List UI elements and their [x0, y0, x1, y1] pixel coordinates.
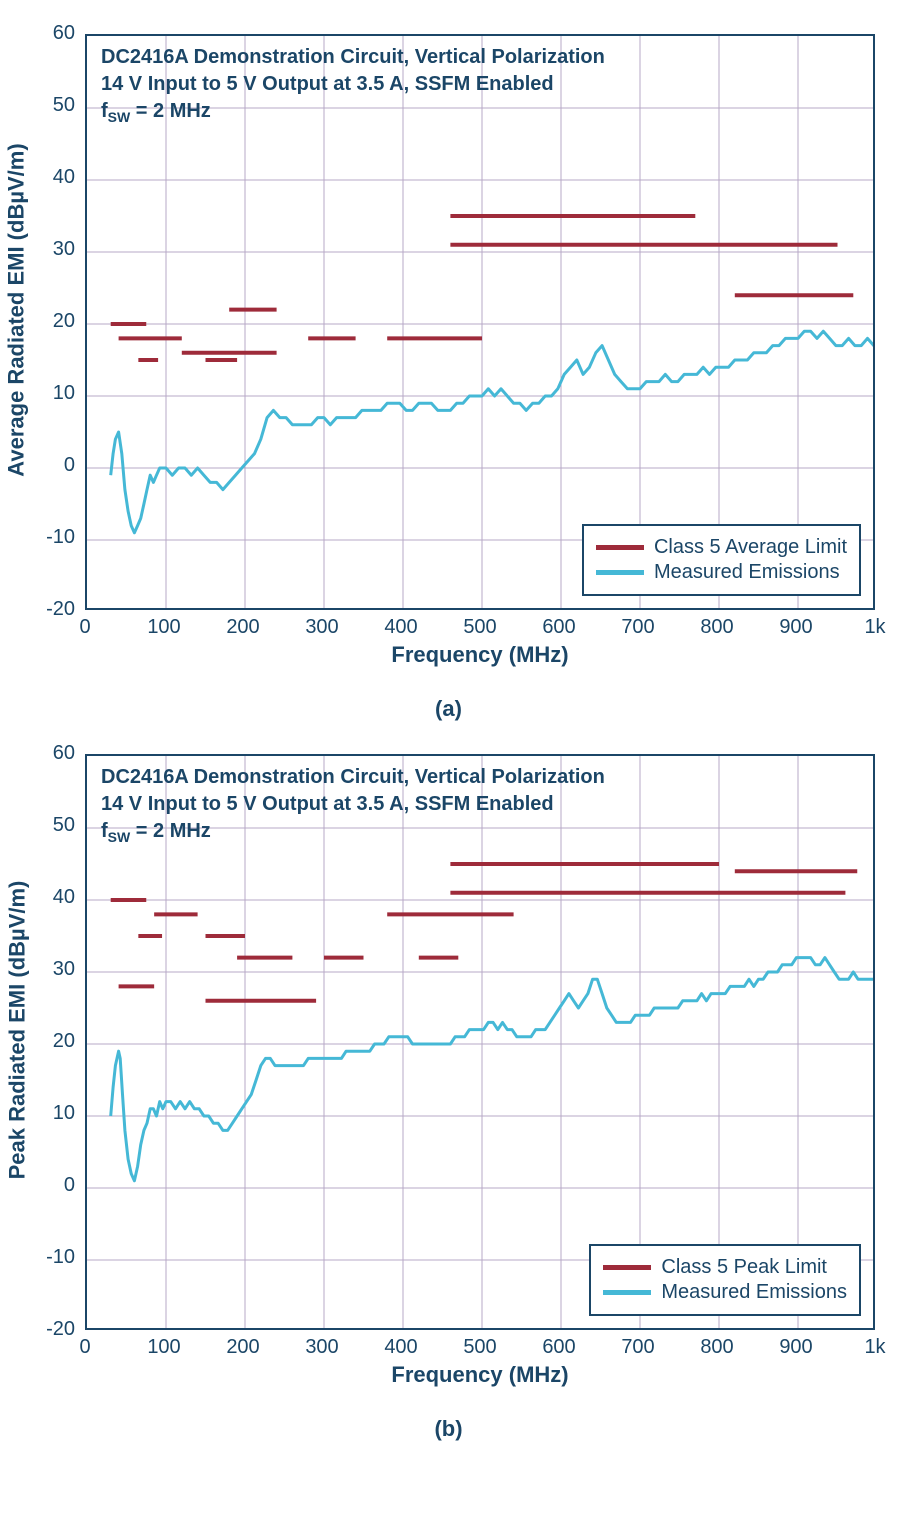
y-tick-label: 30: [25, 958, 75, 981]
y-tick-label: 10: [25, 382, 75, 405]
y-tick-label: 60: [25, 742, 75, 765]
plot-area: DC2416A Demonstration Circuit, Vertical …: [85, 34, 875, 610]
x-tick-label: 700: [618, 1336, 658, 1359]
plot-area: DC2416A Demonstration Circuit, Vertical …: [85, 754, 875, 1330]
x-tick-label: 100: [144, 1336, 184, 1359]
legend-label: Measured Emissions: [661, 1281, 847, 1304]
x-tick-label: 900: [776, 616, 816, 639]
y-tick-label: 30: [25, 238, 75, 261]
subcaption: (b): [0, 1416, 897, 1442]
subcaption: (a): [0, 696, 897, 722]
y-tick-label: 40: [25, 166, 75, 189]
legend-item: Class 5 Average Limit: [596, 536, 847, 559]
x-tick-label: 900: [776, 1336, 816, 1359]
x-axis-title: Frequency (MHz): [85, 642, 875, 668]
y-tick-label: 50: [25, 814, 75, 837]
x-tick-label: 500: [460, 1336, 500, 1359]
plot-box: DC2416A Demonstration Circuit, Vertical …: [85, 754, 875, 1330]
y-tick-label: -10: [25, 526, 75, 549]
x-tick-label: 100: [144, 616, 184, 639]
legend-item: Measured Emissions: [596, 561, 847, 584]
y-tick-label: 10: [25, 1102, 75, 1125]
x-tick-label: 600: [539, 1336, 579, 1359]
x-tick-label: 200: [223, 1336, 263, 1359]
chart-panel-b: Peak Radiated EMI (dBµV/m)DC2416A Demons…: [0, 730, 897, 1450]
x-tick-label: 800: [697, 1336, 737, 1359]
chart-annotation: DC2416A Demonstration Circuit, Vertical …: [101, 764, 605, 847]
x-tick-label: 700: [618, 616, 658, 639]
y-tick-label: 0: [25, 1174, 75, 1197]
legend-label: Measured Emissions: [654, 561, 840, 584]
y-tick-label: 60: [25, 22, 75, 45]
y-tick-label: 20: [25, 310, 75, 333]
y-tick-label: -10: [25, 1246, 75, 1269]
x-tick-label: 300: [302, 616, 342, 639]
chart-annotation: DC2416A Demonstration Circuit, Vertical …: [101, 44, 605, 127]
legend-label: Class 5 Peak Limit: [661, 1256, 827, 1279]
x-axis-title: Frequency (MHz): [85, 1362, 875, 1388]
x-tick-label: 800: [697, 616, 737, 639]
legend-label: Class 5 Average Limit: [654, 536, 847, 559]
y-tick-label: -20: [25, 1318, 75, 1341]
x-tick-label: 500: [460, 616, 500, 639]
legend-swatch: [603, 1265, 651, 1270]
x-tick-label: 1k: [855, 616, 895, 639]
measured-emissions-line: [111, 958, 875, 1181]
x-tick-label: 600: [539, 616, 579, 639]
legend-swatch: [596, 545, 644, 550]
legend-swatch: [596, 570, 644, 575]
y-tick-label: -20: [25, 598, 75, 621]
plot-box: DC2416A Demonstration Circuit, Vertical …: [85, 34, 875, 610]
legend-item: Measured Emissions: [603, 1281, 847, 1304]
x-tick-label: 300: [302, 1336, 342, 1359]
y-tick-label: 40: [25, 886, 75, 909]
x-tick-label: 200: [223, 616, 263, 639]
y-tick-label: 50: [25, 94, 75, 117]
x-tick-label: 1k: [855, 1336, 895, 1359]
y-tick-label: 20: [25, 1030, 75, 1053]
y-tick-label: 0: [25, 454, 75, 477]
legend: Class 5 Peak LimitMeasured Emissions: [589, 1244, 861, 1316]
x-tick-label: 400: [381, 616, 421, 639]
legend-swatch: [603, 1290, 651, 1295]
x-tick-label: 400: [381, 1336, 421, 1359]
legend: Class 5 Average LimitMeasured Emissions: [582, 524, 861, 596]
legend-item: Class 5 Peak Limit: [603, 1256, 847, 1279]
limit-lines: [111, 864, 858, 1001]
chart-panel-a: Average Radiated EMI (dBµV/m)DC2416A Dem…: [0, 10, 897, 730]
